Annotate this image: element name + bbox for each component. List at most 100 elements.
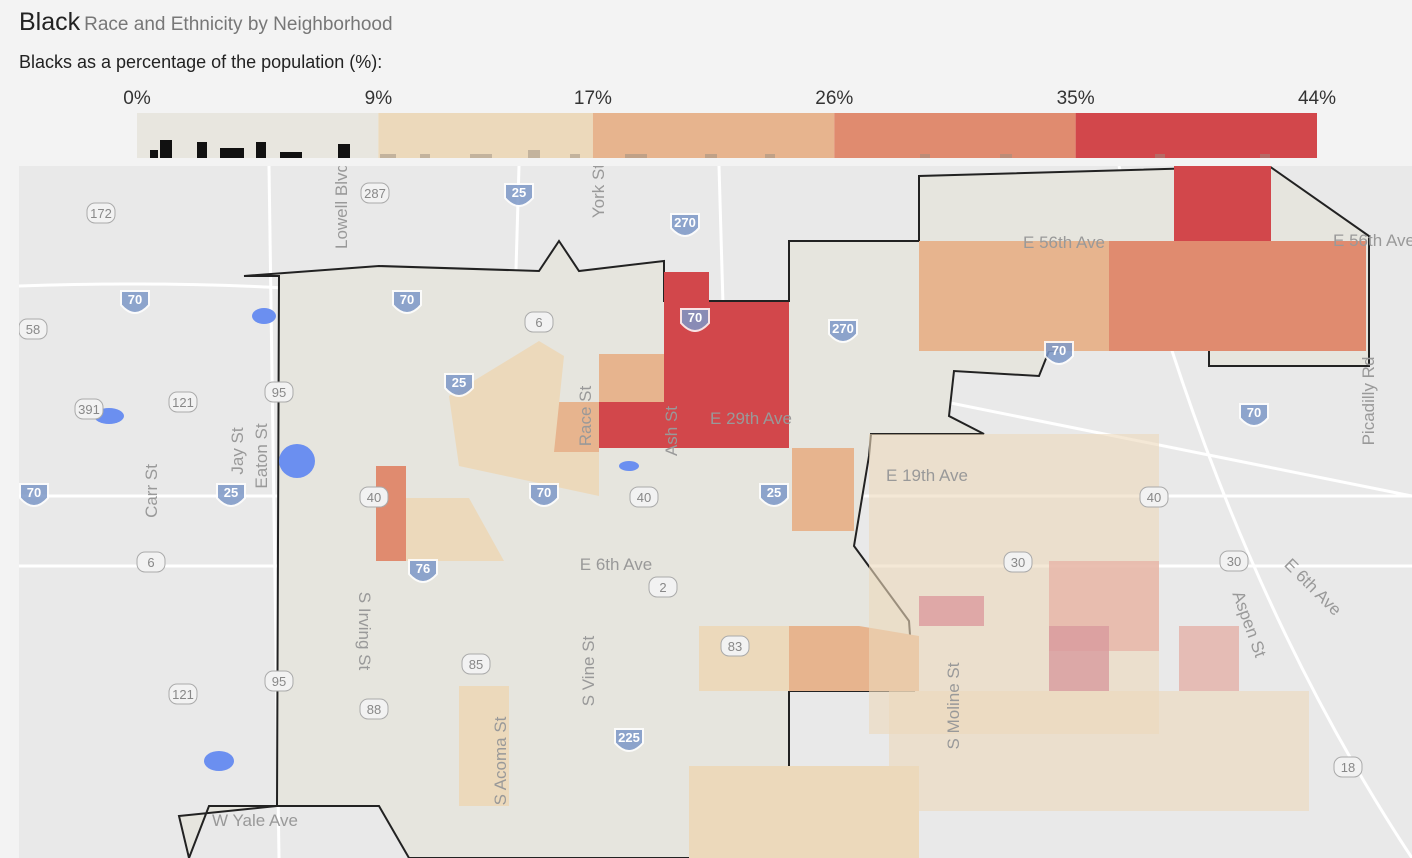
route-number: 121 [172, 395, 194, 410]
legend-tick-label: 9% [365, 88, 393, 109]
street-label: S Vine St [579, 635, 598, 706]
map: E 56th Ave E 56th Ave E 29th Ave E 19th … [19, 166, 1412, 858]
interstate-number: 76 [416, 561, 430, 576]
interstate-number: 70 [1247, 405, 1261, 420]
route-shield [1003, 551, 1033, 573]
street-label: E 56th Ave [1333, 231, 1412, 250]
legend-histogram-bar [920, 154, 930, 158]
route-shield [19, 318, 48, 340]
route-number: 88 [367, 702, 381, 717]
route-number: 83 [728, 639, 742, 654]
interstate-number: 25 [767, 485, 781, 500]
legend-tick-label: 35% [1057, 88, 1095, 109]
legend-histogram-bar [625, 154, 647, 158]
interstate-shield [1239, 403, 1269, 427]
interstate-shield [19, 483, 49, 507]
route-shield [1333, 756, 1363, 778]
route-number: 95 [272, 674, 286, 689]
route-shield [1219, 550, 1249, 572]
legend-histogram-bar [470, 154, 492, 158]
street-label: Ash St [662, 406, 681, 456]
street-label: Lowell Blvd [332, 166, 351, 249]
legend-histogram-bar [160, 140, 172, 158]
legend-swatch [378, 113, 593, 158]
route-number: 40 [1147, 490, 1161, 505]
street-label: Picadilly Rd [1359, 357, 1378, 446]
interstate-shield [504, 183, 534, 207]
title: Black [19, 8, 81, 36]
interstate-shield [680, 308, 710, 332]
legend-histogram-bar [380, 154, 396, 158]
route-number: 85 [469, 657, 483, 672]
route-number: 95 [272, 385, 286, 400]
route-number: 172 [90, 206, 112, 221]
route-shield [720, 635, 750, 657]
legend-histogram-bar [420, 154, 430, 158]
street-label: E 29th Ave [710, 409, 792, 428]
legend-swatch [592, 113, 835, 158]
interstate-shield [444, 373, 474, 397]
legend-tick-label: 17% [574, 88, 612, 109]
route-shield [524, 311, 554, 333]
route-shield [359, 698, 389, 720]
interstate-shield [120, 290, 150, 314]
interstate-shield [392, 290, 422, 314]
route-shield [264, 670, 294, 692]
route-shield [461, 653, 491, 675]
interstate-number: 70 [1052, 343, 1066, 358]
interstate-shield [614, 728, 644, 752]
interstate-number: 25 [512, 185, 526, 200]
legend-tick-label: 26% [815, 88, 853, 109]
interstate-number: 70 [400, 292, 414, 307]
legend-histogram-bar [1000, 154, 1012, 158]
legend-histogram-bar [338, 144, 350, 158]
legend-histogram-bar [220, 148, 244, 158]
interstate-shield [1044, 341, 1074, 365]
street-label: Jay St [228, 427, 247, 475]
legend-swatch [834, 113, 1076, 158]
interstate-number: 225 [618, 730, 640, 745]
route-shield [359, 486, 389, 508]
route-number: 40 [367, 490, 381, 505]
interstate-number: 70 [537, 485, 551, 500]
route-shield [360, 182, 390, 204]
interstate-shield [216, 483, 246, 507]
route-shield [648, 576, 678, 598]
route-number: 40 [637, 490, 651, 505]
route-shield [74, 398, 104, 420]
interstate-number: 25 [452, 375, 466, 390]
street-label: Eaton St [252, 423, 271, 488]
street-label: S Moline St [944, 662, 963, 749]
water [94, 308, 639, 771]
legend-label: Blacks as a percentage of the population… [19, 52, 383, 72]
route-shield [629, 486, 659, 508]
shields: 270 270 70 70 70 70 70 70 70 25 25 25 25 76 225 287 6 6 40… [19, 182, 1363, 778]
legend-histogram-bar [1155, 154, 1165, 158]
route-number: 391 [78, 402, 100, 417]
street-label: E 19th Ave [886, 466, 968, 485]
route-shield [168, 683, 198, 705]
street-label: S Acoma St [491, 716, 510, 805]
street-label: Race St [576, 385, 595, 446]
legend-histogram-bar [256, 142, 266, 158]
route-number: 2 [659, 580, 666, 595]
interstate-number: 270 [674, 215, 696, 230]
route-shield [168, 391, 198, 413]
neighborhoods [376, 166, 1366, 858]
route-shield [264, 381, 294, 403]
route-shield [86, 202, 116, 224]
street-label: Carr St [142, 464, 161, 518]
legend-tick-label: 0% [123, 88, 151, 109]
legend-histogram-bar [280, 152, 302, 158]
interstate-shield [529, 483, 559, 507]
legend-histogram-bar [197, 142, 207, 158]
street-label: W Yale Ave [212, 811, 298, 830]
route-number: 6 [535, 315, 542, 330]
route-number: 18 [1341, 760, 1355, 775]
street-label: York St [589, 166, 608, 218]
street-label: S Irving St [355, 592, 374, 671]
route-shield [136, 551, 166, 573]
legend: 0% 9% 17% 26% 35% 44% [123, 88, 1336, 158]
subtitle: Race and Ethnicity by Neighborhood [84, 14, 393, 35]
